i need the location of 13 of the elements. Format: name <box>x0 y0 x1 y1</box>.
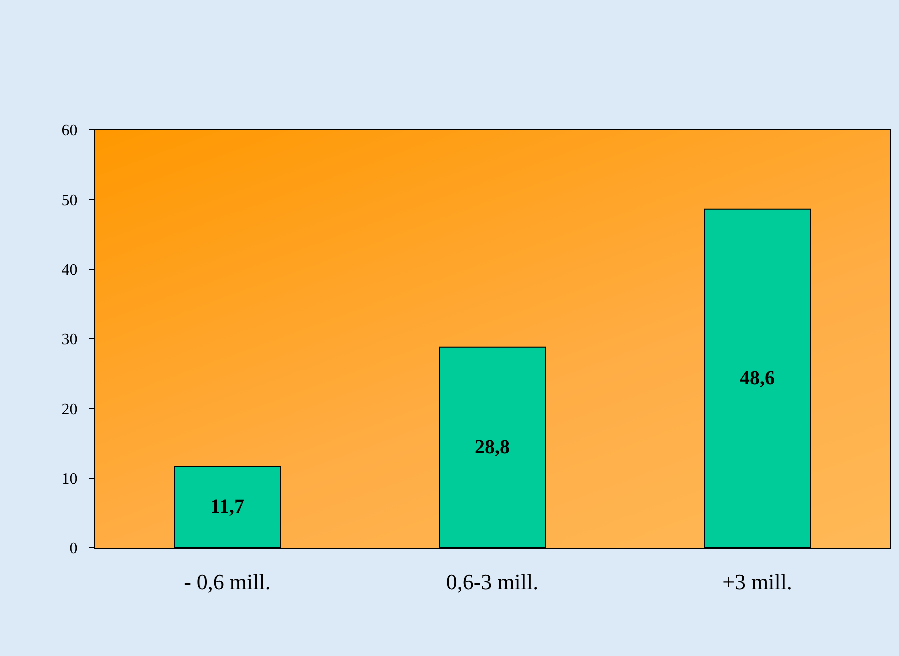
y-tick-label: 60 <box>62 122 78 140</box>
x-tick-label: - 0,6 mill. <box>184 569 271 594</box>
y-tick-label: 30 <box>62 332 78 349</box>
y-tick-label: 40 <box>62 262 78 279</box>
y-tick-label: 10 <box>62 470 78 488</box>
x-tick-label: +3 mill. <box>722 569 792 594</box>
data-label: 28,8 <box>475 436 510 459</box>
y-tick-label: 50 <box>62 192 78 210</box>
data-label: 11,7 <box>210 496 244 518</box>
data-label: 48,6 <box>740 368 775 390</box>
y-tick-label: 20 <box>62 401 78 418</box>
x-tick-label: 0,6-3 mill. <box>446 569 539 594</box>
y-tick-label: 0 <box>70 540 78 558</box>
